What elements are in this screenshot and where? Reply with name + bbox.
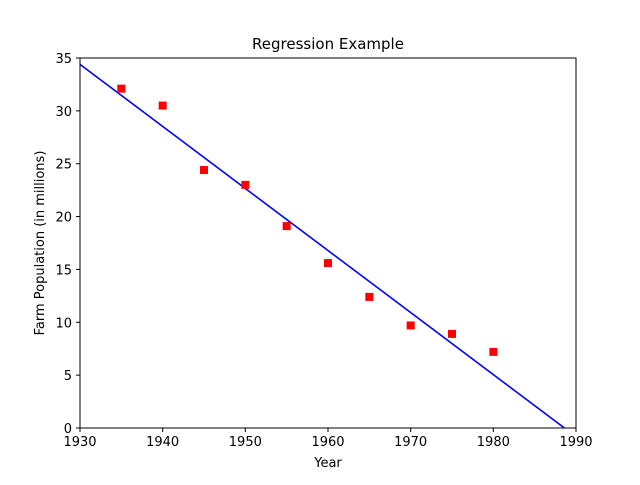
- y-tick-label: 35: [55, 52, 72, 67]
- y-tick-label: 10: [55, 316, 72, 331]
- data-point-marker: [406, 321, 415, 330]
- y-tick-label: 0: [64, 422, 72, 437]
- x-tick-label: 1930: [63, 435, 96, 450]
- plot-frame: [79, 57, 577, 429]
- data-point-marker: [241, 180, 250, 189]
- series-layer: [80, 63, 565, 428]
- x-tick-label: 1990: [559, 435, 592, 450]
- data-point-marker: [324, 259, 332, 268]
- x-tick-label: 1960: [311, 435, 344, 450]
- data-point-marker: [365, 292, 374, 301]
- data-point-marker: [158, 101, 167, 110]
- y-tick-label: 5: [64, 369, 72, 384]
- x-axis-ticks: 1930 1940 1950 1960 1970 1980 1990: [63, 428, 593, 450]
- chart-title: Regression Example: [252, 35, 404, 53]
- data-point-marker: [282, 222, 291, 231]
- plot-background: [80, 58, 576, 428]
- data-point-marker: [117, 84, 126, 93]
- x-axis-label: Year: [313, 456, 342, 471]
- x-tick-label: 1950: [229, 435, 262, 450]
- x-tick-label: 1970: [394, 435, 427, 450]
- y-tick-label: 15: [55, 263, 72, 278]
- data-point-marker: [489, 347, 498, 356]
- y-tick-label: 30: [55, 105, 72, 120]
- x-tick-label: 1980: [477, 435, 510, 450]
- y-axis-label: Farm Population (in millions): [33, 151, 48, 336]
- data-point-marker: [200, 166, 208, 175]
- x-tick-label: 1940: [146, 435, 179, 450]
- regression-line: [80, 63, 565, 428]
- data-point-marker: [448, 329, 456, 338]
- y-tick-label: 25: [55, 158, 72, 173]
- y-tick-label: 20: [55, 211, 72, 226]
- y-axis-ticks: 0 5 10 15 20 25 30 35: [55, 52, 80, 437]
